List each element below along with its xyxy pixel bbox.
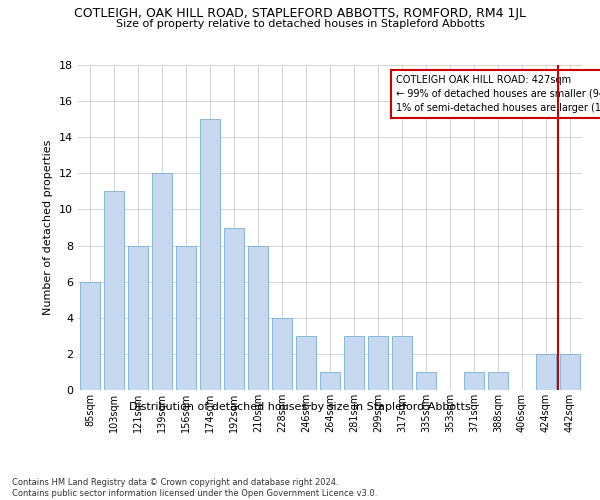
Bar	[248, 246, 268, 390]
Bar	[344, 336, 364, 390]
Bar	[128, 246, 148, 390]
Bar	[176, 246, 196, 390]
Bar	[416, 372, 436, 390]
Bar	[104, 192, 124, 390]
Bar	[200, 119, 220, 390]
Y-axis label: Number of detached properties: Number of detached properties	[43, 140, 53, 315]
Bar	[224, 228, 244, 390]
Bar	[152, 174, 172, 390]
Text: Distribution of detached houses by size in Stapleford Abbotts: Distribution of detached houses by size …	[129, 402, 471, 412]
Bar	[536, 354, 556, 390]
Text: Size of property relative to detached houses in Stapleford Abbotts: Size of property relative to detached ho…	[116, 19, 484, 29]
Text: COTLEIGH OAK HILL ROAD: 427sqm
← 99% of detached houses are smaller (94)
1% of s: COTLEIGH OAK HILL ROAD: 427sqm ← 99% of …	[395, 74, 600, 113]
Text: Contains HM Land Registry data © Crown copyright and database right 2024.
Contai: Contains HM Land Registry data © Crown c…	[12, 478, 377, 498]
Bar	[464, 372, 484, 390]
Bar	[368, 336, 388, 390]
Bar	[320, 372, 340, 390]
Bar	[272, 318, 292, 390]
Bar	[392, 336, 412, 390]
Bar	[488, 372, 508, 390]
Bar	[296, 336, 316, 390]
Bar	[560, 354, 580, 390]
Text: COTLEIGH, OAK HILL ROAD, STAPLEFORD ABBOTTS, ROMFORD, RM4 1JL: COTLEIGH, OAK HILL ROAD, STAPLEFORD ABBO…	[74, 8, 526, 20]
Bar	[80, 282, 100, 390]
